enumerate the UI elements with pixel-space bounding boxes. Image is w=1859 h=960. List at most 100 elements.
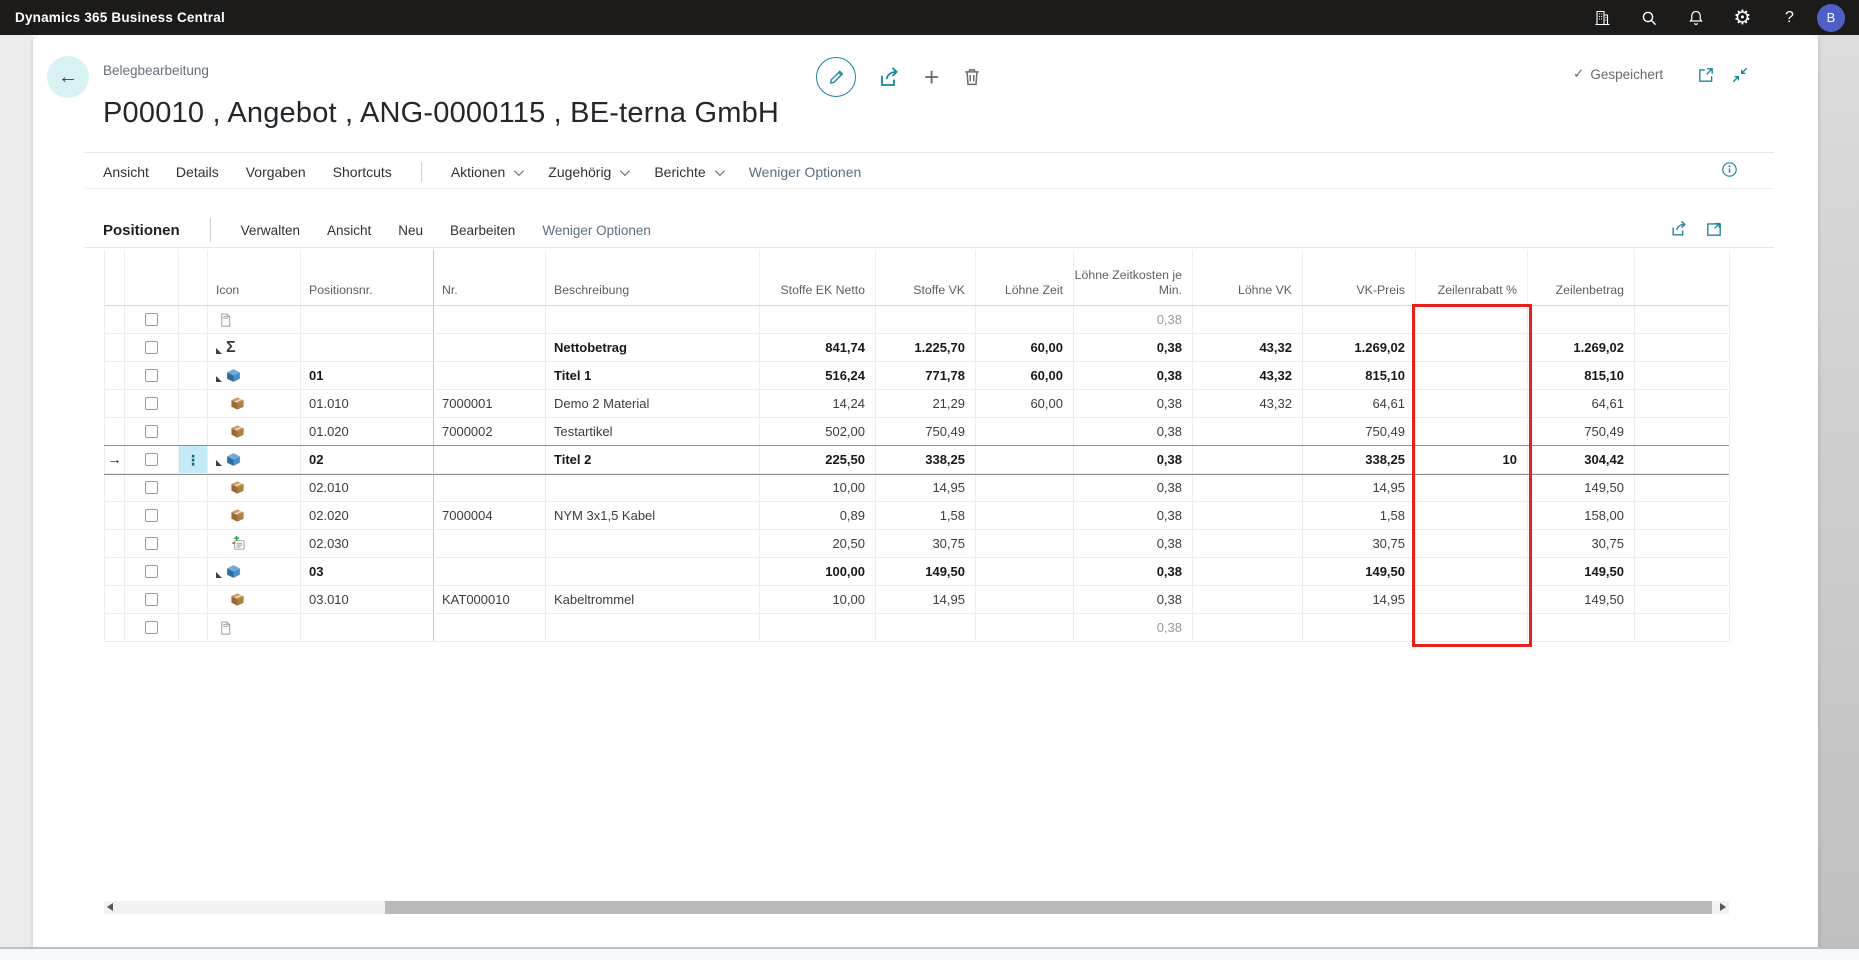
header-loehne-vk[interactable]: Löhne VK [1193, 250, 1303, 305]
cell-vk-preis[interactable]: 64,61 [1303, 390, 1416, 417]
cell-stoffe-ek-netto[interactable]: 502,00 [760, 418, 876, 445]
cell-loehne-vk[interactable] [1193, 474, 1303, 501]
cell-stoffe-vk[interactable]: 338,25 [876, 446, 976, 473]
cell-loehne-vk[interactable] [1193, 446, 1303, 473]
cell-stoffe-vk[interactable]: 1.225,70 [876, 334, 976, 361]
cell-stoffe-vk[interactable]: 1,58 [876, 502, 976, 529]
toolbar-weniger-optionen[interactable]: Weniger Optionen [542, 222, 651, 238]
cell-loehne-zeit[interactable]: 60,00 [976, 362, 1074, 389]
cell-loehne-zeitkosten[interactable]: 0,38 [1074, 474, 1193, 501]
row-checkbox[interactable] [145, 453, 158, 466]
cell-zeilenbetrag[interactable] [1528, 614, 1635, 641]
cell-beschreibung[interactable] [546, 306, 760, 333]
header-zeilenrabatt[interactable]: Zeilenrabatt % [1416, 250, 1528, 305]
cell-stoffe-ek-netto[interactable]: 14,24 [760, 390, 876, 417]
horizontal-scrollbar[interactable] [104, 901, 1729, 914]
table-row[interactable]: 0,38 [105, 306, 1730, 334]
cell-loehne-vk[interactable]: 43,32 [1193, 362, 1303, 389]
bell-icon[interactable] [1672, 0, 1719, 35]
table-row[interactable]: 02.010 10,00 14,95 0,38 14,95 149,50 [105, 474, 1730, 502]
collapse-triangle-icon[interactable] [216, 376, 222, 382]
popout-window-button[interactable] [1697, 66, 1715, 84]
row-checkbox[interactable] [145, 537, 158, 550]
cell-zeilenrabatt[interactable] [1416, 306, 1528, 333]
cell-loehne-zeitkosten[interactable]: 0,38 [1074, 614, 1193, 641]
row-select-cell[interactable] [125, 334, 179, 361]
cell-zeilenrabatt[interactable] [1416, 390, 1528, 417]
cell-zeilenbetrag[interactable]: 158,00 [1528, 502, 1635, 529]
cell-stoffe-vk[interactable]: 21,29 [876, 390, 976, 417]
cell-nr[interactable] [434, 530, 546, 557]
cell-zeilenrabatt[interactable] [1416, 362, 1528, 389]
cell-positionsnr[interactable]: 02.030 [301, 530, 434, 557]
scrollbar-thumb[interactable] [385, 901, 1712, 914]
collapse-triangle-icon[interactable] [216, 460, 222, 466]
search-icon[interactable] [1625, 0, 1672, 35]
cell-zeilenrabatt[interactable]: 10 [1416, 446, 1528, 473]
cell-positionsnr[interactable] [301, 614, 434, 641]
cell-stoffe-ek-netto[interactable]: 20,50 [760, 530, 876, 557]
menu-ansicht[interactable]: Ansicht [103, 164, 149, 180]
cell-zeilenrabatt[interactable] [1416, 530, 1528, 557]
cell-positionsnr[interactable]: 01.020 [301, 418, 434, 445]
row-checkbox[interactable] [145, 397, 158, 410]
cell-positionsnr[interactable]: 02 [301, 446, 434, 473]
collapse-button[interactable] [1731, 66, 1749, 84]
cell-vk-preis[interactable]: 338,25 [1303, 446, 1416, 473]
cell-loehne-zeit[interactable] [976, 586, 1074, 613]
table-row[interactable]: 02.020 7000004 NYM 3x1,5 Kabel 0,89 1,58… [105, 502, 1730, 530]
cell-positionsnr[interactable] [301, 306, 434, 333]
cell-positionsnr[interactable]: 03 [301, 558, 434, 585]
row-checkbox[interactable] [145, 313, 158, 326]
cell-loehne-zeitkosten[interactable]: 0,38 [1074, 306, 1193, 333]
cell-beschreibung[interactable]: Kabeltrommel [546, 586, 760, 613]
row-checkbox[interactable] [145, 565, 158, 578]
row-checkbox[interactable] [145, 621, 158, 634]
cell-positionsnr[interactable]: 02.010 [301, 474, 434, 501]
cell-loehne-vk[interactable]: 43,32 [1193, 334, 1303, 361]
menu-details[interactable]: Details [175, 164, 219, 180]
cell-loehne-zeitkosten[interactable]: 0,38 [1074, 362, 1193, 389]
cell-zeilenbetrag[interactable]: 64,61 [1528, 390, 1635, 417]
cell-nr[interactable] [434, 446, 546, 473]
cell-stoffe-vk[interactable]: 14,95 [876, 474, 976, 501]
row-menu-cell[interactable] [179, 334, 208, 361]
cell-zeilenrabatt[interactable] [1416, 586, 1528, 613]
cell-beschreibung[interactable]: Demo 2 Material [546, 390, 760, 417]
cell-positionsnr[interactable] [301, 334, 434, 361]
cell-nr[interactable] [434, 362, 546, 389]
cell-loehne-zeit[interactable] [976, 418, 1074, 445]
cell-beschreibung[interactable]: NYM 3x1,5 Kabel [546, 502, 760, 529]
row-select-cell[interactable] [125, 614, 179, 641]
row-select-cell[interactable] [125, 390, 179, 417]
table-row-selected[interactable]: → ⋮ 02 Titel 2 225,50 338,25 0,38 338,25… [105, 446, 1730, 474]
menu-zugehoerig[interactable]: Zugehörig [548, 164, 631, 180]
row-select-cell[interactable] [125, 530, 179, 557]
delete-button[interactable] [961, 66, 983, 88]
cell-zeilenbetrag[interactable]: 149,50 [1528, 586, 1635, 613]
header-loehne-zeitkosten[interactable]: Löhne Zeitkosten je Min. [1074, 250, 1193, 305]
cell-zeilenbetrag[interactable]: 149,50 [1528, 558, 1635, 585]
row-select-cell[interactable] [125, 586, 179, 613]
row-select-cell[interactable] [125, 362, 179, 389]
row-menu-cell[interactable] [179, 558, 208, 585]
row-options-icon[interactable]: ⋮ [186, 451, 200, 468]
cell-loehne-zeitkosten[interactable]: 0,38 [1074, 586, 1193, 613]
cell-beschreibung[interactable] [546, 474, 760, 501]
toolbar-neu[interactable]: Neu [398, 222, 424, 238]
cell-positionsnr[interactable]: 01.010 [301, 390, 434, 417]
scroll-left-arrow[interactable] [107, 903, 113, 911]
user-avatar[interactable]: B [1817, 3, 1845, 32]
cell-loehne-zeit[interactable] [976, 614, 1074, 641]
cell-loehne-zeit[interactable] [976, 530, 1074, 557]
cell-stoffe-ek-netto[interactable]: 10,00 [760, 586, 876, 613]
cell-vk-preis[interactable] [1303, 306, 1416, 333]
menu-weniger-optionen[interactable]: Weniger Optionen [748, 164, 862, 180]
header-icon[interactable]: Icon [208, 250, 301, 305]
header-stoffe-vk[interactable]: Stoffe VK [876, 250, 976, 305]
cell-nr[interactable] [434, 474, 546, 501]
cell-zeilenbetrag[interactable]: 815,10 [1528, 362, 1635, 389]
cell-stoffe-ek-netto[interactable]: 0,89 [760, 502, 876, 529]
row-menu-cell[interactable] [179, 390, 208, 417]
cell-nr[interactable] [434, 614, 546, 641]
